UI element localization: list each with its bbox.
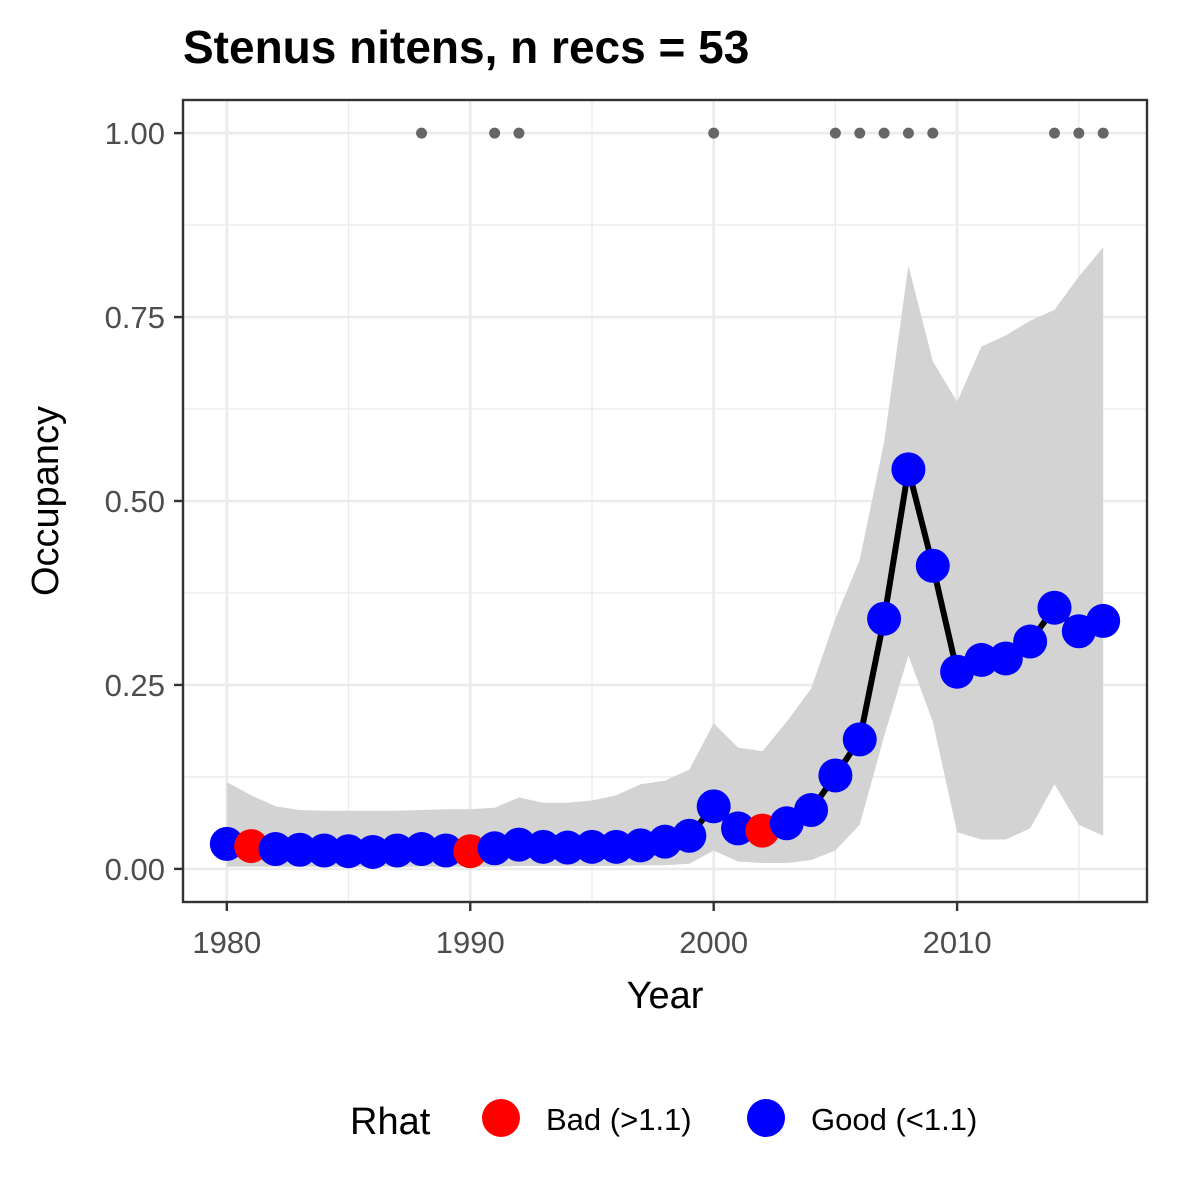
record-dot <box>927 127 939 139</box>
record-dot <box>829 127 841 139</box>
record-dot <box>708 127 720 139</box>
legend-label-good: Good (<1.1) <box>811 1102 977 1137</box>
occupancy-point <box>307 833 342 868</box>
y-axis-title: Occupancy <box>25 406 67 596</box>
occupancy-point <box>964 642 999 677</box>
legend: Rhat Bad (>1.1) Good (<1.1) <box>350 1099 977 1143</box>
x-tick-label: 2000 <box>679 925 748 960</box>
occupancy-points <box>209 452 1121 869</box>
occupancy-point <box>1013 624 1048 659</box>
record-dot <box>878 127 890 139</box>
record-dot <box>1073 127 1085 139</box>
x-axis: 1980 1990 2000 2010 <box>192 902 992 960</box>
occupancy-point <box>1086 603 1121 638</box>
record-dots <box>416 127 1109 139</box>
y-tick-label: 0.00 <box>105 852 165 887</box>
x-tick-label: 1980 <box>192 925 261 960</box>
occupancy-point <box>988 641 1023 676</box>
x-tick-label: 2010 <box>923 925 992 960</box>
occupancy-point <box>355 834 390 869</box>
record-dot <box>1048 127 1060 139</box>
occupancy-point <box>550 830 585 865</box>
record-dot <box>489 127 501 139</box>
occupancy-point <box>721 811 756 846</box>
occupancy-point <box>794 793 829 828</box>
legend-key-bad <box>482 1099 520 1137</box>
y-tick-label: 0.75 <box>105 300 165 335</box>
record-dot <box>416 127 428 139</box>
record-dot <box>902 127 914 139</box>
y-tick-label: 0.50 <box>105 484 165 519</box>
occupancy-point <box>891 452 926 487</box>
plot-panel <box>181 98 1149 904</box>
legend-key-good <box>747 1099 785 1137</box>
x-tick-label: 1990 <box>436 925 505 960</box>
record-dot <box>1097 127 1109 139</box>
occupancy-point <box>380 833 415 868</box>
x-axis-title: Year <box>627 975 704 1017</box>
legend-title: Rhat <box>350 1101 431 1143</box>
occupancy-point <box>867 601 902 636</box>
confidence-ribbon <box>226 247 1104 867</box>
occupancy-point <box>404 832 439 867</box>
occupancy-point <box>428 833 463 868</box>
occupancy-point <box>672 818 707 853</box>
y-tick-label: 0.25 <box>105 668 165 703</box>
occupancy-point <box>258 832 293 867</box>
occupancy-point <box>696 789 731 824</box>
occupancy-point <box>209 826 244 861</box>
occupancy-point <box>501 827 536 862</box>
occupancy-point <box>599 829 634 864</box>
occupancy-point <box>842 722 877 757</box>
occupancy-point <box>915 548 950 583</box>
record-dot <box>513 127 525 139</box>
legend-label-bad: Bad (>1.1) <box>546 1102 692 1137</box>
occupancy-point <box>331 834 366 869</box>
record-dot <box>854 127 866 139</box>
occupancy-point <box>1037 590 1072 625</box>
occupancy-point <box>282 832 317 867</box>
y-axis: 0.00 0.25 0.50 0.75 1.00 <box>105 116 183 887</box>
occupancy-point <box>574 829 609 864</box>
chart-title: Stenus nitens, n recs = 53 <box>183 21 749 73</box>
y-tick-label: 1.00 <box>105 116 165 151</box>
occupancy-point <box>526 829 561 864</box>
occupancy-point <box>818 758 853 793</box>
